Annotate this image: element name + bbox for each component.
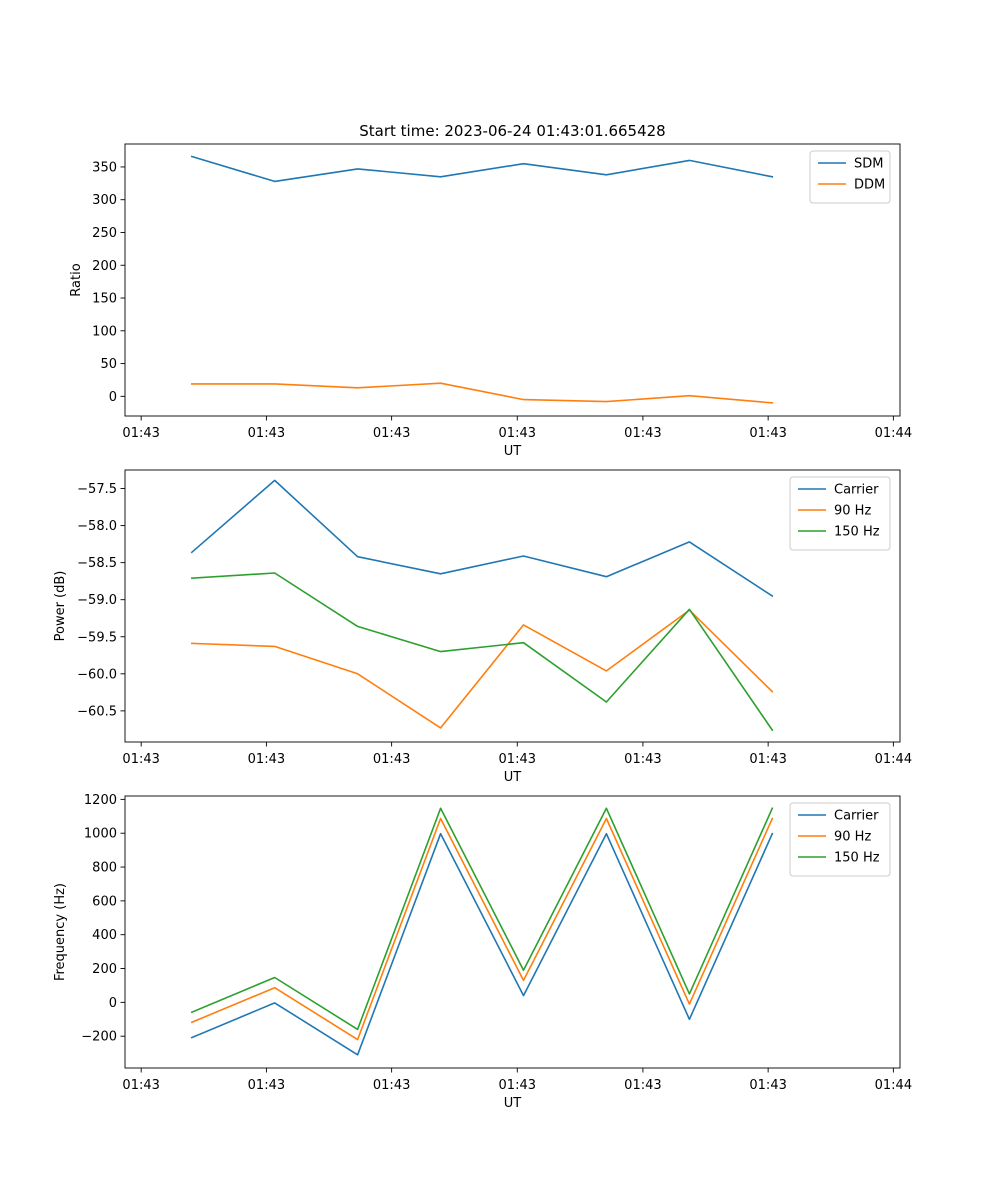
legend-label: Carrier bbox=[834, 483, 879, 498]
x-tick-label: 01:43 bbox=[749, 752, 786, 767]
legend-label: Carrier bbox=[834, 809, 879, 824]
y-tick-label: −60.5 bbox=[77, 704, 117, 719]
y-tick-label: −59.5 bbox=[77, 630, 117, 645]
x-tick-label: 01:43 bbox=[373, 426, 410, 441]
y-tick-label: 300 bbox=[92, 193, 117, 208]
legend-box bbox=[809, 150, 891, 204]
x-tick-label: 01:43 bbox=[248, 426, 285, 441]
x-tick-label: 01:43 bbox=[373, 1078, 410, 1093]
legend-label: DDM bbox=[854, 178, 885, 193]
legend: SDM DDM bbox=[809, 150, 891, 204]
axes-frame bbox=[124, 143, 901, 417]
y-tick-label: −58.5 bbox=[77, 556, 117, 571]
legend-label: 90 Hz bbox=[834, 504, 871, 519]
y-tick-label: 400 bbox=[92, 928, 117, 943]
x-tick-label: 01:44 bbox=[875, 426, 912, 441]
x-tick-label: 01:44 bbox=[875, 752, 912, 767]
x-tick-label: 01:43 bbox=[749, 426, 786, 441]
series-line-150-hz bbox=[190, 572, 774, 732]
x-tick-label: 01:43 bbox=[122, 1078, 159, 1093]
y-tick-label: 0 bbox=[109, 996, 117, 1011]
y-tick-label: −57.5 bbox=[77, 482, 117, 497]
x-tick-label: 01:43 bbox=[499, 1078, 536, 1093]
y-tick-label: 1200 bbox=[84, 793, 117, 808]
legend-label: SDM bbox=[854, 157, 883, 172]
series-line-carrier bbox=[190, 479, 774, 598]
y-tick-label: 150 bbox=[92, 292, 117, 307]
axes-frame bbox=[124, 469, 901, 743]
legend: Carrier 90 Hz 150 Hz bbox=[789, 476, 891, 551]
x-tick-label: 01:43 bbox=[248, 1078, 285, 1093]
y-tick-label: −60.0 bbox=[77, 667, 117, 682]
x-tick-label: 01:43 bbox=[499, 752, 536, 767]
y-tick-label: −59.0 bbox=[77, 593, 117, 608]
y-tick-label: 50 bbox=[100, 357, 117, 372]
x-axis-label: UT bbox=[504, 444, 522, 459]
y-tick-label: 350 bbox=[92, 160, 117, 175]
x-tick-label: 01:44 bbox=[875, 1078, 912, 1093]
series-line-150-hz bbox=[190, 807, 774, 1031]
x-tick-label: 01:43 bbox=[122, 426, 159, 441]
y-tick-label: 200 bbox=[92, 962, 117, 977]
chart-panel-1: 01:43 01:43 01:43 01:43 01:43 01:43 01:44 0 50 10… bbox=[69, 143, 912, 459]
x-tick-label: 01:43 bbox=[499, 426, 536, 441]
x-axis-label: UT bbox=[504, 1096, 522, 1111]
legend-label: 90 Hz bbox=[834, 830, 871, 845]
y-axis-label: Frequency (Hz) bbox=[53, 883, 68, 981]
series-line-sdm bbox=[190, 155, 774, 183]
chart-panel-2: 01:43 01:43 01:43 01:43 01:43 01:43 01:44 −60.5… bbox=[53, 469, 912, 785]
x-tick-label: 01:43 bbox=[624, 752, 661, 767]
series-line-ddm bbox=[191, 382, 774, 404]
y-tick-label: −58.0 bbox=[77, 519, 117, 534]
legend: Carrier 90 Hz 150 Hz bbox=[789, 802, 891, 877]
x-tick-label: 01:43 bbox=[248, 752, 285, 767]
x-tick-label: 01:43 bbox=[122, 752, 159, 767]
y-axis-label: Ratio bbox=[69, 263, 84, 296]
y-tick-label: 1000 bbox=[84, 827, 117, 842]
y-tick-label: 0 bbox=[109, 390, 117, 405]
series-line-90-hz bbox=[190, 817, 774, 1041]
y-axis-label: Power (dB) bbox=[53, 571, 68, 642]
y-tick-label: 800 bbox=[92, 861, 117, 876]
x-tick-label: 01:43 bbox=[749, 1078, 786, 1093]
chart-panel-3: 01:43 01:43 01:43 01:43 01:43 01:43 01:44 −200 0… bbox=[53, 793, 912, 1111]
y-tick-label: 600 bbox=[92, 894, 117, 909]
y-tick-label: 250 bbox=[92, 226, 117, 241]
series-line-90-hz bbox=[190, 609, 774, 729]
x-axis-label: UT bbox=[504, 770, 522, 785]
series-line-carrier bbox=[190, 832, 774, 1056]
x-tick-label: 01:43 bbox=[624, 426, 661, 441]
legend-label: 150 Hz bbox=[834, 851, 880, 866]
chart-panels: 01:43 01:43 01:43 01:43 01:43 01:43 01:44 0 50 10… bbox=[53, 143, 912, 1111]
figure-title: Start time: 2023-06-24 01:43:01.665428 bbox=[359, 122, 665, 140]
y-tick-label: 200 bbox=[92, 259, 117, 274]
legend-label: 150 Hz bbox=[834, 525, 880, 540]
x-tick-label: 01:43 bbox=[624, 1078, 661, 1093]
y-tick-label: 100 bbox=[92, 324, 117, 339]
y-tick-label: −200 bbox=[81, 1030, 117, 1045]
axes-frame bbox=[124, 795, 901, 1069]
x-tick-label: 01:43 bbox=[373, 752, 410, 767]
